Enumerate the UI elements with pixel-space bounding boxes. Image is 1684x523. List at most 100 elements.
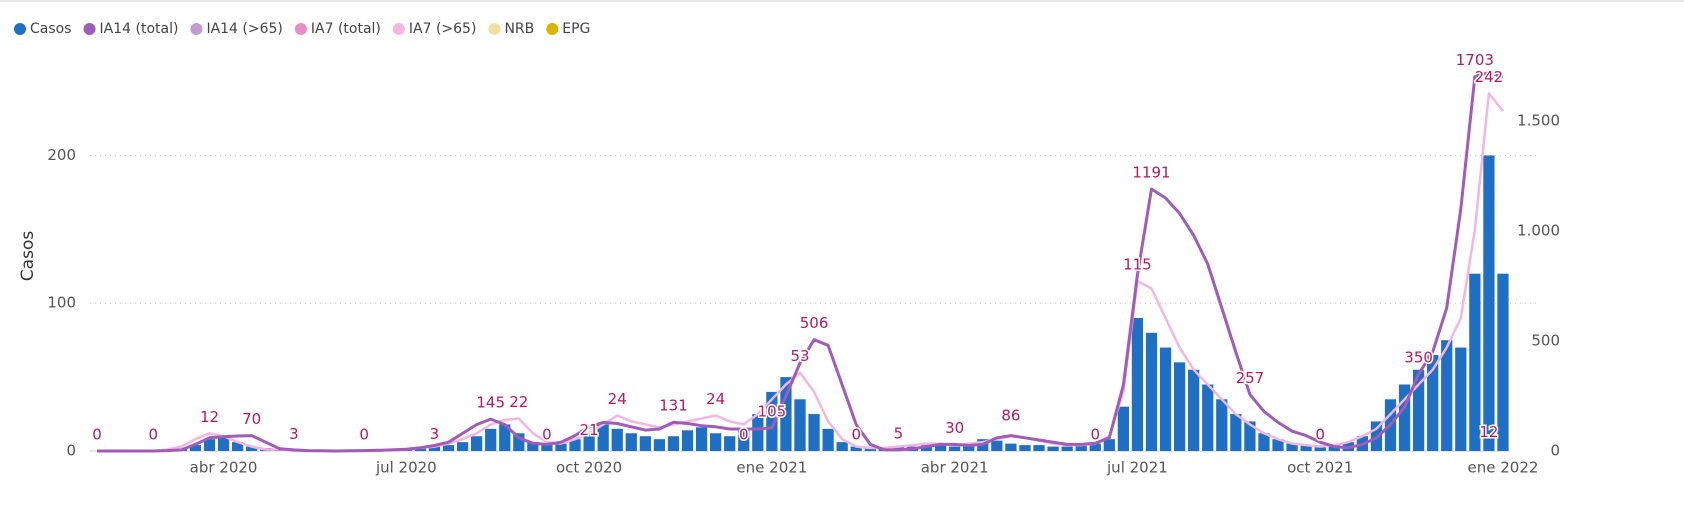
bar [1455,347,1467,451]
data-label: 12 [200,408,219,426]
bar [738,430,750,451]
data-label: 24 [706,390,725,408]
bar [1159,347,1172,451]
bar [625,433,637,451]
top-border [0,0,1684,2]
bar [1427,354,1439,451]
data-label: 350 [1404,349,1433,367]
bar [1188,369,1200,451]
bar [639,436,651,451]
data-label: 0 [92,426,102,444]
bar [1145,332,1158,451]
bar [695,427,708,451]
legend-swatch [546,23,559,35]
bar [949,446,961,451]
bar [808,414,820,451]
bar [963,443,975,451]
data-label: 0 [148,426,158,444]
bar [1131,318,1144,451]
bar [1469,273,1481,451]
bar [1398,384,1411,451]
legend-label: IA7 (>65) [409,21,477,37]
bar [1005,443,1017,451]
data-label: 131 [659,397,688,415]
legend-swatch [190,23,203,35]
bar [442,445,455,451]
y-tick-label: 200 [47,146,76,164]
legend-label: NRB [504,21,534,37]
bar [1117,406,1129,451]
bar [414,448,427,451]
bar [611,428,623,451]
y2-tick-label: 500 [1531,332,1560,350]
bar [203,439,216,451]
data-label: 0 [851,426,861,444]
data-label: 86 [1001,407,1020,425]
data-label: 115 [1123,256,1152,274]
legend-swatch [83,23,96,35]
data-label: 5 [894,424,904,442]
bar [1061,446,1073,451]
y-tick-label: 100 [47,294,76,312]
bar [1019,445,1031,451]
bar [513,433,525,451]
bar [1412,369,1425,451]
bar [555,443,567,451]
bar [780,377,792,451]
x-tick-label: jul 2020 [375,459,437,477]
bar [428,446,441,451]
y2-tick-label: 1.000 [1517,222,1560,240]
x-tick-label: ene 2021 [736,459,807,477]
x-tick-label: oct 2021 [1287,459,1353,477]
legend-label: EPG [562,21,590,37]
legend-swatch [488,23,501,35]
legend-label: IA14 (>65) [206,21,282,37]
bar [1272,439,1284,451]
bar [1216,399,1228,451]
bar [1173,362,1186,451]
data-label: 0 [739,426,749,444]
data-label: 24 [608,390,627,408]
bar [653,439,666,451]
x-tick-label: abr 2021 [921,459,989,477]
bar [1286,443,1298,451]
data-label: 30 [945,419,964,437]
bar [934,445,947,451]
bar [1441,340,1453,451]
bar [1047,446,1059,451]
bar [1483,155,1495,452]
data-label: 242 [1475,68,1504,86]
bar [836,442,848,451]
data-label: 0 [1315,426,1325,444]
bar [232,442,244,451]
bar [752,414,764,451]
y2-tick-label: 1.500 [1517,112,1560,130]
bar [1244,421,1256,451]
y-axis-title: Casos [18,231,38,282]
bar [1202,384,1214,451]
data-label: 105 [758,402,787,420]
legend-label: IA7 (total) [311,21,381,37]
bar [1314,446,1326,451]
data-label: 145 [476,394,505,412]
legend-label: IA14 (total) [100,21,179,37]
bar [1230,414,1242,451]
bar [1497,273,1509,451]
bar [766,391,778,451]
y2-tick-label: 0 [1550,442,1560,460]
data-label: 1191 [1132,163,1170,181]
data-label: 0 [1090,426,1100,444]
line [97,71,1504,453]
data-label: 70 [242,410,261,428]
bar [456,442,469,451]
bar [1033,445,1045,451]
bar [1075,445,1087,451]
bar [471,436,483,451]
x-tick-label: oct 2020 [556,459,622,477]
data-label: 53 [790,347,809,365]
bar [597,424,609,451]
line [97,92,1504,453]
bar [569,439,581,451]
bar [667,436,680,451]
